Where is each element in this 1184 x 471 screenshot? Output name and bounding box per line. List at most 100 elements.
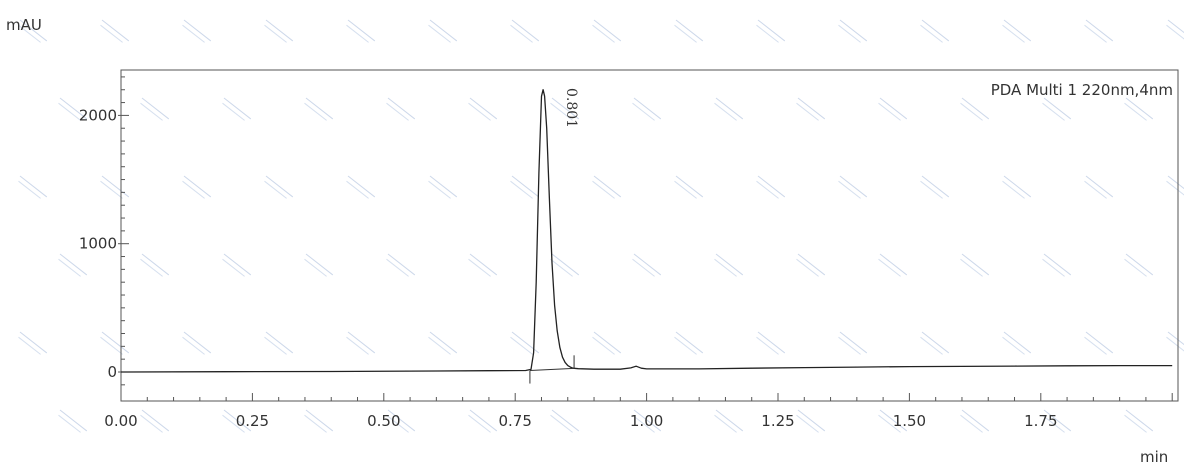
watermark-mark — [632, 253, 662, 277]
watermark-line — [960, 102, 983, 121]
watermark-line — [675, 19, 704, 42]
watermark-line — [797, 253, 826, 276]
x-tick-label: 1.25 — [761, 412, 794, 430]
watermark-line — [386, 258, 409, 277]
watermark-line — [347, 175, 376, 198]
watermark-line — [1084, 336, 1107, 355]
watermark-line — [183, 175, 212, 198]
watermark-line — [18, 336, 41, 355]
watermark-line — [551, 97, 580, 120]
watermark-line — [346, 180, 369, 199]
watermark-line — [593, 19, 622, 42]
watermark-line — [18, 180, 41, 199]
watermark-line — [59, 253, 88, 276]
watermark-line — [18, 24, 41, 43]
watermark-line — [183, 331, 212, 354]
watermark-line — [593, 331, 622, 354]
watermark-line — [265, 19, 294, 42]
watermark-mark — [468, 409, 498, 433]
watermark-mark — [796, 253, 826, 277]
watermark-mark — [182, 19, 212, 43]
watermark-mark — [674, 331, 704, 355]
watermark-mark — [632, 97, 662, 121]
watermark-line — [469, 409, 498, 432]
watermark-line — [468, 258, 491, 277]
watermark-line — [1042, 102, 1065, 121]
watermark-line — [58, 414, 81, 433]
watermark-mark — [304, 97, 334, 121]
watermark-line — [675, 331, 704, 354]
chromatogram-trace — [120, 89, 1173, 373]
watermark-mark — [1166, 331, 1184, 355]
watermark-line — [182, 180, 205, 199]
watermark-mark — [428, 331, 458, 355]
watermark-line — [510, 24, 533, 43]
watermark-line — [838, 24, 861, 43]
watermark-line — [796, 102, 819, 121]
watermark-line — [1043, 253, 1072, 276]
watermark-line — [592, 180, 615, 199]
watermark-mark — [264, 331, 294, 355]
watermark-line — [346, 336, 369, 355]
watermark-line — [265, 331, 294, 354]
x-tick-label: 1.00 — [630, 412, 663, 430]
watermark-line — [510, 336, 533, 355]
watermark-line — [58, 102, 81, 121]
watermark-line — [264, 24, 287, 43]
watermark-line — [222, 258, 245, 277]
watermark-line — [429, 175, 458, 198]
watermark-mark — [346, 175, 376, 199]
watermark-line — [19, 175, 48, 198]
watermark-line — [714, 258, 737, 277]
watermark-mark — [100, 175, 130, 199]
watermark-mark — [468, 97, 498, 121]
watermark-line — [632, 414, 655, 433]
watermark-line — [1043, 409, 1072, 432]
watermark-mark — [674, 19, 704, 43]
watermark-line — [428, 336, 451, 355]
watermark-line — [387, 253, 416, 276]
watermark-mark — [960, 97, 990, 121]
watermark-mark — [960, 253, 990, 277]
watermark-mark — [878, 253, 908, 277]
watermark-line — [1042, 258, 1065, 277]
watermark-line — [1084, 24, 1107, 43]
watermark-line — [633, 409, 662, 432]
watermark-mark — [386, 409, 416, 433]
channel-label: PDA Multi 1 220nm,4nm — [991, 81, 1173, 99]
watermark-line — [550, 414, 573, 433]
watermark-line — [58, 258, 81, 277]
watermark-line — [387, 97, 416, 120]
watermark-mark — [468, 253, 498, 277]
watermark-mark — [1042, 253, 1072, 277]
y-tick-label: 2000 — [79, 106, 117, 124]
watermark-line — [550, 102, 573, 121]
watermark-line — [757, 175, 786, 198]
watermark-line — [304, 102, 327, 121]
watermark-line — [715, 409, 744, 432]
watermark-mark — [920, 175, 950, 199]
watermark-line — [632, 258, 655, 277]
watermark-line — [222, 102, 245, 121]
watermark-line — [1042, 414, 1065, 433]
watermark-mark — [346, 331, 376, 355]
watermark-line — [714, 414, 737, 433]
watermark-mark — [1002, 175, 1032, 199]
watermark-line — [593, 175, 622, 198]
watermark-mark — [1124, 253, 1154, 277]
watermark-line — [182, 336, 205, 355]
watermark-line — [714, 102, 737, 121]
watermark-line — [1166, 24, 1184, 43]
x-axis-label: min — [1140, 448, 1168, 466]
integration-baseline — [529, 367, 575, 371]
watermark-mark — [140, 253, 170, 277]
watermark-mark — [18, 331, 48, 355]
watermark-line — [386, 102, 409, 121]
watermark-mark — [550, 409, 580, 433]
watermark-line — [960, 258, 983, 277]
watermark-line — [469, 97, 498, 120]
watermark-line — [879, 97, 908, 120]
watermark-line — [468, 414, 491, 433]
watermark-line — [264, 180, 287, 199]
watermark-line — [960, 414, 983, 433]
